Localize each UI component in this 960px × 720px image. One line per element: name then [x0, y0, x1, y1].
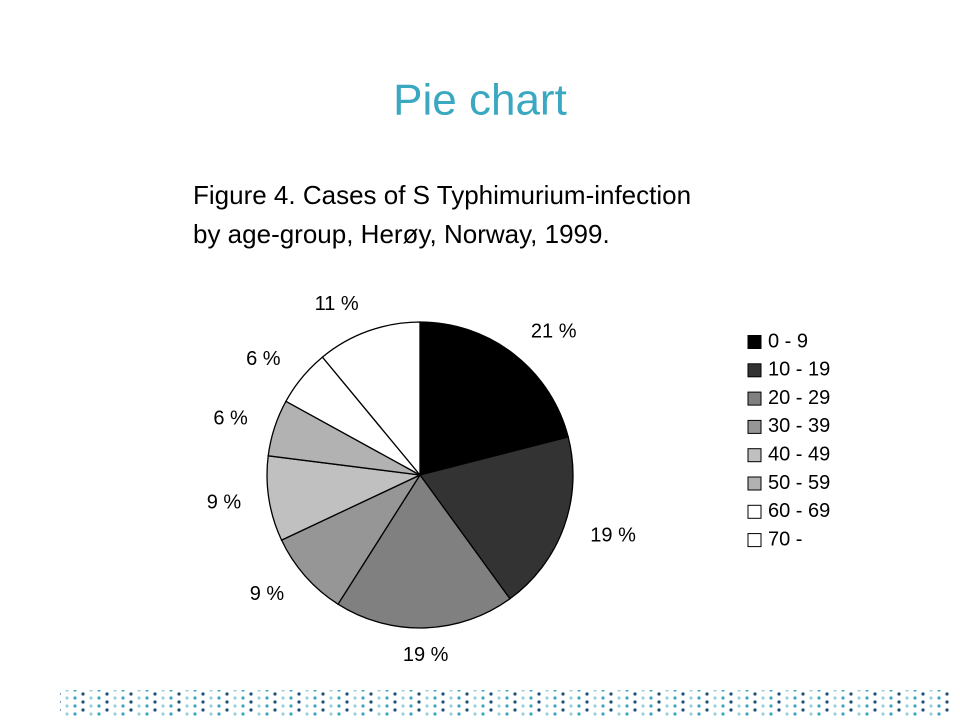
data-label: 19 % [590, 525, 636, 547]
data-label: 9 % [207, 492, 242, 514]
pie-slice [266, 455, 423, 542]
legend-label: 60 - 69 [768, 500, 830, 522]
pie-slice [321, 321, 421, 477]
pie-slice [280, 473, 422, 606]
legend-swatch [747, 533, 762, 548]
legend-label: 10 - 19 [768, 359, 830, 381]
legend-swatch [747, 448, 762, 463]
legend-swatch [747, 363, 762, 378]
legend-label: 70 - [768, 528, 802, 550]
legend-swatch [747, 504, 762, 519]
slide-title: Pie chart [393, 76, 567, 125]
data-label: 19 % [403, 644, 449, 666]
legend-swatch [747, 419, 762, 434]
legend-swatch [747, 335, 762, 349]
data-label: 6 % [246, 348, 281, 370]
legend-label: 20 - 29 [768, 387, 830, 409]
data-label: 11 % [315, 293, 359, 315]
pie-slice [337, 473, 511, 629]
pie-slice [419, 321, 569, 476]
data-label: 21 % [531, 320, 577, 342]
legend-label: 40 - 49 [768, 443, 830, 465]
legend-label: 0 - 9 [768, 330, 808, 352]
legend-label: 50 - 59 [768, 472, 830, 494]
legend-swatch [747, 391, 762, 406]
data-label: 6 % [213, 407, 248, 429]
legend-swatch [747, 476, 762, 491]
chart-title: Figure 4. Cases of S Typhimurium-infecti… [193, 180, 691, 210]
pie-slice [418, 436, 574, 600]
footer-decoration [60, 690, 950, 716]
chart-title: by age-group, Herøy, Norway, 1999. [193, 219, 610, 249]
data-label: 9 % [250, 583, 285, 605]
legend-label: 30 - 39 [768, 415, 830, 437]
